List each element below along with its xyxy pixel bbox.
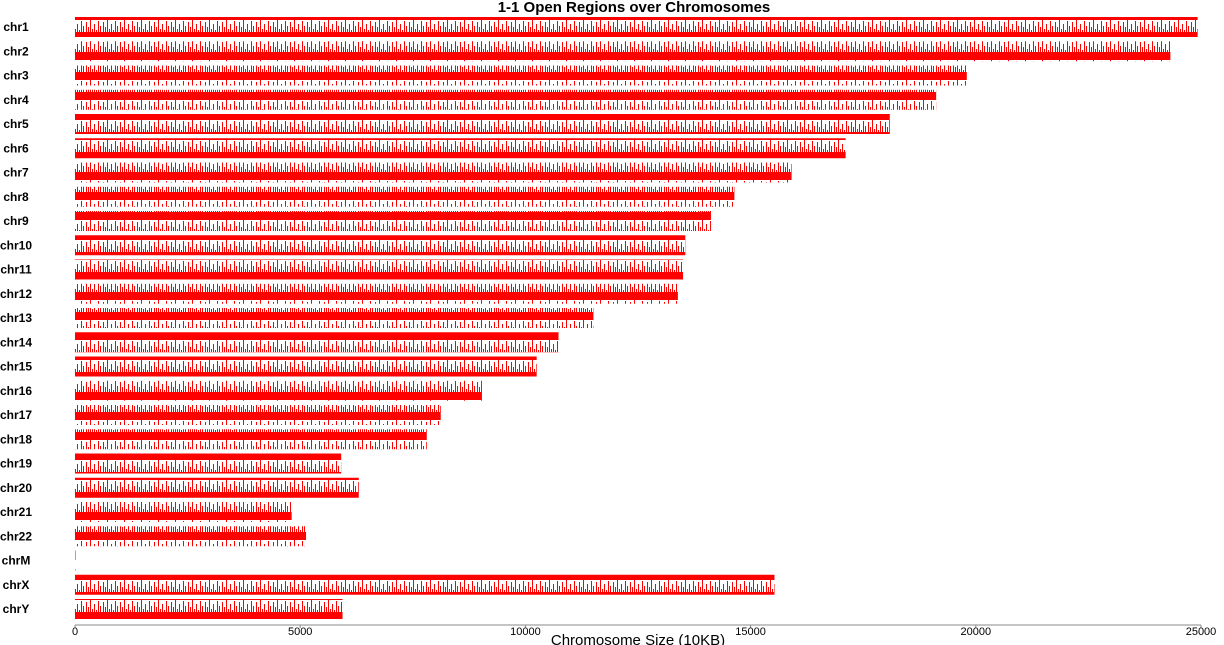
x-tick-label: 15000	[735, 626, 766, 638]
category-label: chr10	[0, 238, 32, 252]
x-tick-label: 25000	[1186, 626, 1217, 638]
category-label: chr22	[0, 529, 32, 543]
x-axis-label: Chromosome Size (10KB)	[551, 632, 725, 645]
category-label: chr9	[3, 214, 29, 228]
category-label: chr11	[0, 263, 32, 277]
chart-title: 1-1 Open Regions over Chromosomes	[498, 0, 771, 16]
category-label: chr19	[0, 457, 32, 471]
track	[75, 235, 686, 256]
x-tick-label: 10000	[510, 626, 541, 638]
track	[75, 259, 684, 280]
track	[75, 477, 359, 498]
track	[75, 41, 1171, 62]
track	[75, 599, 343, 619]
track	[75, 356, 537, 377]
track	[75, 405, 441, 425]
category-label: chr4	[3, 93, 29, 107]
category-label: chr6	[3, 141, 29, 155]
category-label: chr13	[0, 311, 32, 325]
track	[75, 89, 937, 110]
category-label: chr21	[0, 505, 32, 519]
track	[75, 162, 792, 183]
category-label: chr20	[0, 481, 32, 495]
track	[75, 380, 482, 401]
category-label: chrX	[3, 578, 30, 592]
track	[75, 574, 775, 595]
category-label: chr18	[0, 432, 32, 446]
track	[75, 502, 292, 522]
category-label: chr14	[0, 335, 32, 349]
category-label: chr5	[3, 117, 29, 131]
track	[75, 550, 76, 571]
track	[75, 186, 735, 207]
category-label: chr15	[0, 360, 32, 374]
track	[75, 308, 594, 328]
track	[75, 332, 559, 353]
track	[75, 283, 678, 304]
x-tick-label: 0	[72, 626, 78, 638]
category-label: chr3	[3, 69, 29, 83]
x-tick-label: 5000	[288, 626, 312, 638]
track	[75, 453, 342, 474]
track	[75, 114, 890, 134]
category-label: chr1	[3, 20, 29, 34]
category-label: chr7	[3, 166, 29, 180]
category-label: chrM	[2, 554, 31, 568]
category-label: chrY	[3, 602, 30, 616]
track	[75, 138, 846, 159]
track	[75, 526, 307, 547]
category-label: chr16	[0, 384, 32, 398]
category-label: chr17	[0, 408, 32, 422]
category-label: chr8	[3, 190, 29, 204]
category-label: chr2	[3, 44, 29, 58]
track	[75, 429, 427, 450]
track	[75, 17, 1198, 37]
category-label: chr12	[0, 287, 32, 301]
x-tick-label: 20000	[961, 626, 992, 638]
track	[75, 211, 711, 231]
track	[75, 65, 967, 86]
